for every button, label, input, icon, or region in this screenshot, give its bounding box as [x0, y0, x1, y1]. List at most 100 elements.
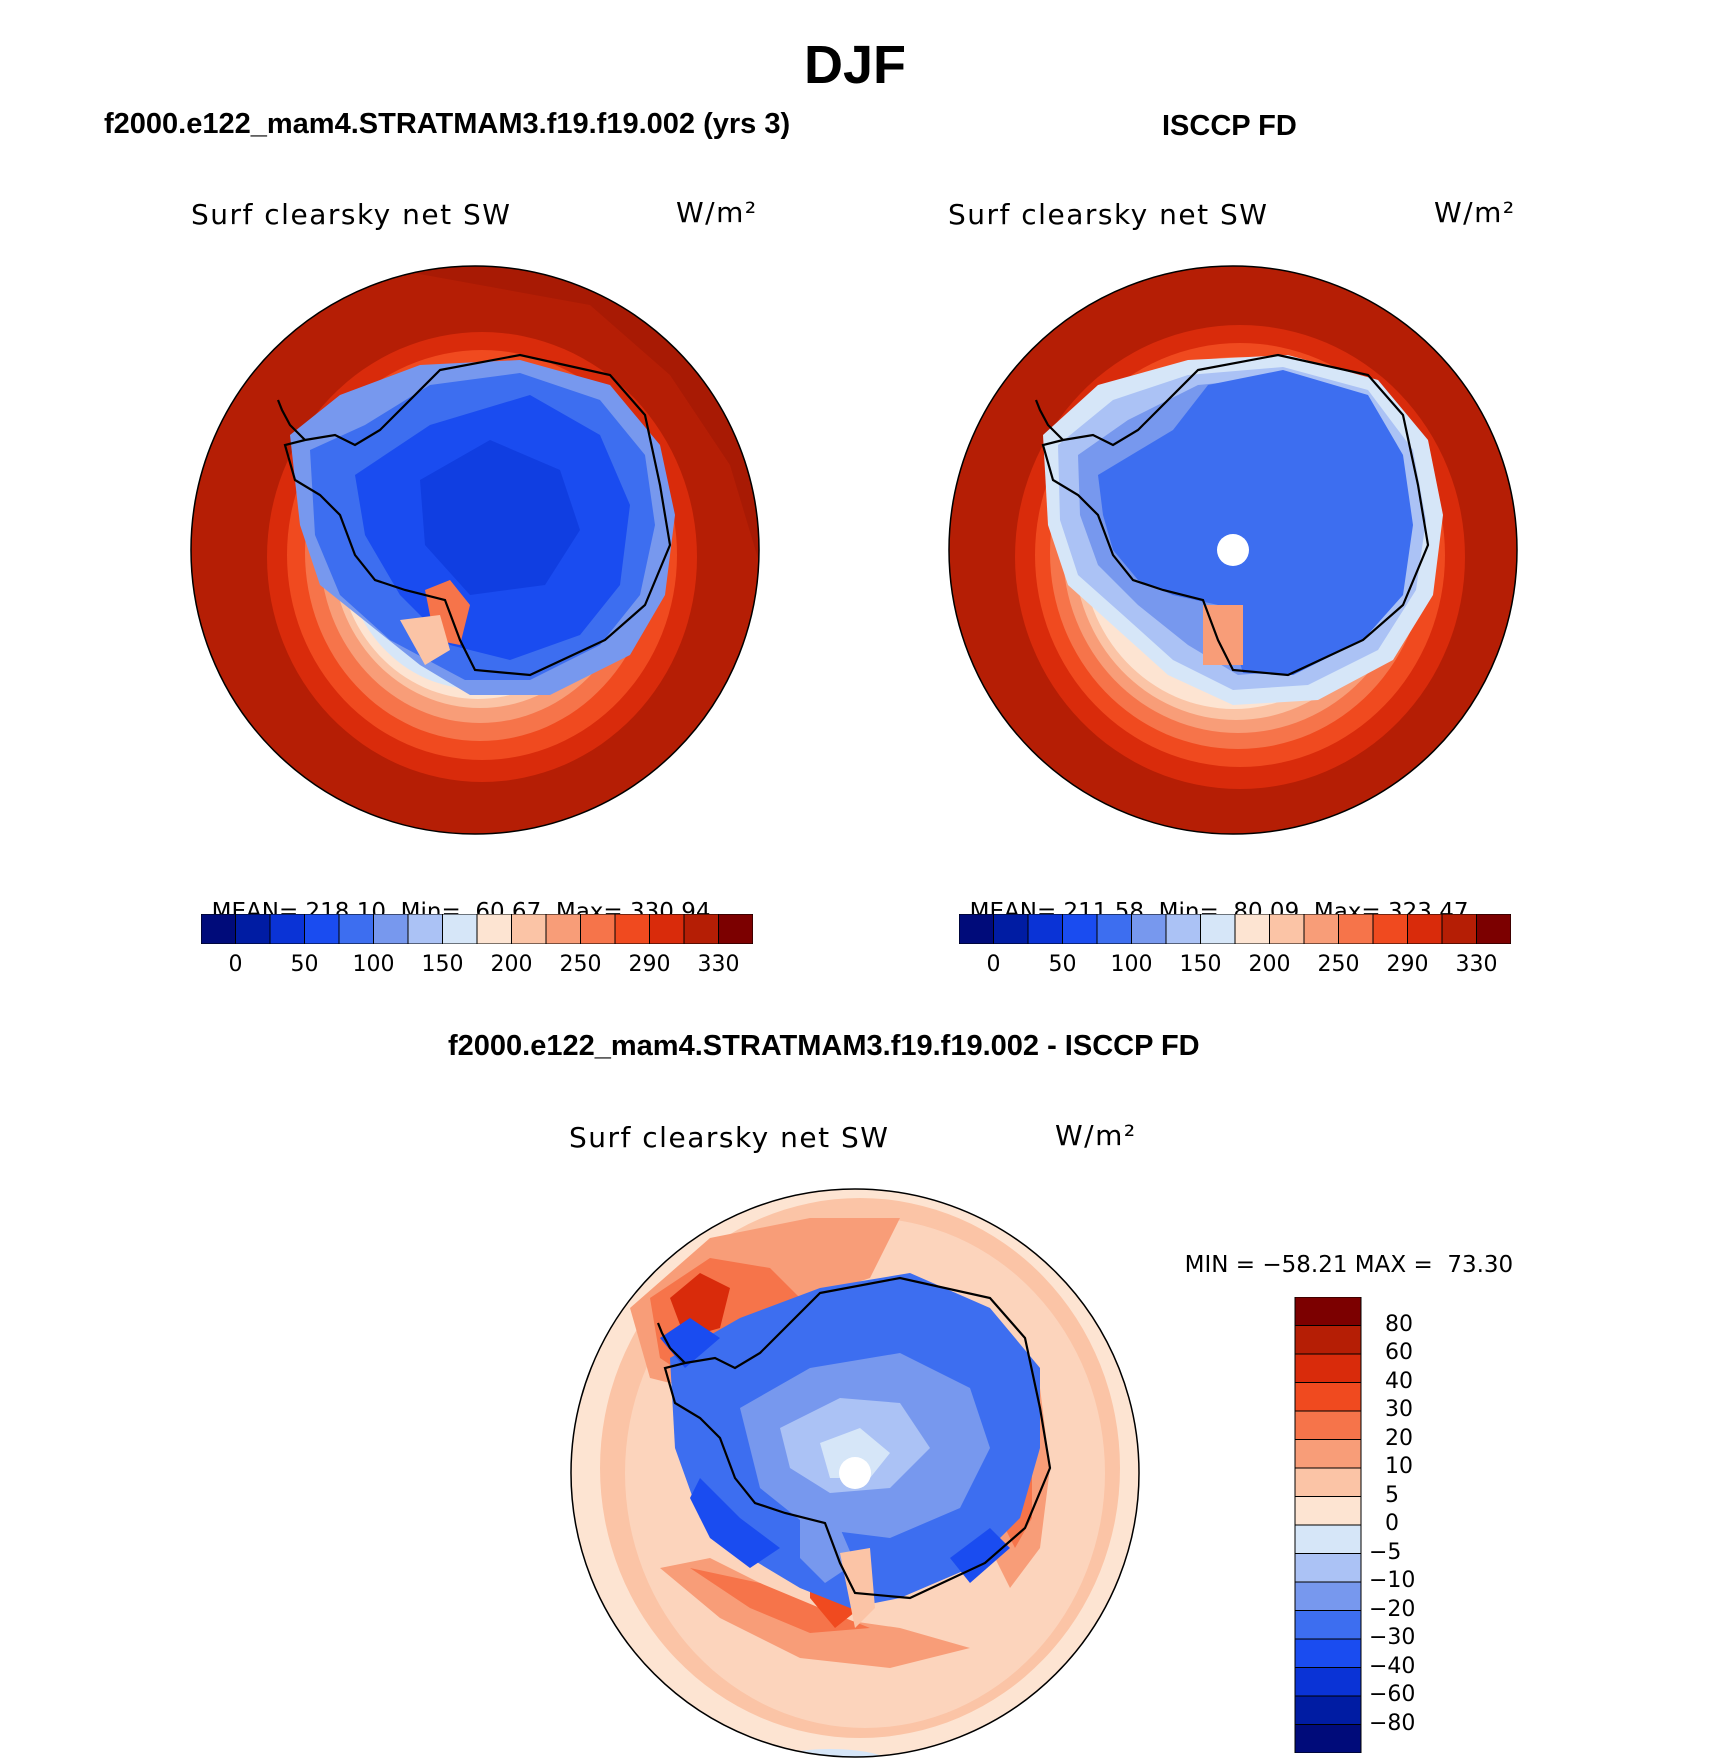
diff-colorbar-tick-label: −10 — [1369, 1568, 1416, 1593]
panel1-colorbar-swatch-3 — [304, 913, 340, 945]
panel1-colorbar-swatch-12 — [614, 913, 650, 945]
diff-colorbar-swatch-14 — [1294, 1695, 1362, 1725]
panel2-variable: Surf clearsky net SW — [948, 198, 1269, 231]
panel1-colorbar-tick-label: 50 — [290, 952, 319, 977]
diff-colorbar-tick-label: 5 — [1385, 1482, 1399, 1508]
diff-max-label: MAX = — [1354, 1252, 1433, 1278]
diff-min: −58.21 — [1262, 1252, 1348, 1278]
diff-colorbar-swatch-6 — [1294, 1467, 1362, 1497]
diff-colorbar-tick-label: 30 — [1385, 1397, 1413, 1422]
panel2-colorbar-swatch-8 — [1234, 913, 1270, 945]
panel2-colorbar-swatch-1 — [993, 913, 1029, 945]
panel1-colorbar — [200, 913, 754, 949]
diff-colorbar-tick-label: −30 — [1369, 1625, 1416, 1650]
panel2-colorbar-swatch-0 — [958, 913, 994, 945]
diff-title: f2000.e122_mam4.STRATMAM3.f19.f19.002 - … — [448, 1030, 1200, 1062]
diff-colorbar-swatch-7 — [1294, 1496, 1362, 1526]
diff-colorbar-swatch-15 — [1294, 1724, 1362, 1754]
diff-colorbar-tick-label: 60 — [1385, 1340, 1413, 1365]
panel2-colorbar-tick-label: 200 — [1248, 952, 1291, 977]
panel2-colorbar-tick-label: 50 — [1048, 952, 1077, 977]
panel1-colorbar-swatch-14 — [683, 913, 719, 945]
panel1-colorbar-swatch-6 — [407, 913, 443, 945]
panel2-colorbar-labels: 0 50 100 150 200 250 290 330 — [959, 952, 1511, 982]
diff-colorbar-tick-label: 40 — [1385, 1368, 1413, 1394]
diff-colorbar-tick-label: −80 — [1369, 1710, 1416, 1736]
panel1-colorbar-swatch-2 — [269, 913, 305, 945]
panel2-colorbar-swatch-3 — [1062, 913, 1098, 945]
diff-colorbar-swatch-2 — [1294, 1353, 1362, 1383]
diff-variable: Surf clearsky net SW — [569, 1121, 890, 1154]
panel1-variable: Surf clearsky net SW — [191, 198, 512, 231]
diff-colorbar-swatch-10 — [1294, 1581, 1362, 1611]
panel2-colorbar-swatch-11 — [1338, 913, 1374, 945]
diff-units: W/m² — [1055, 1119, 1137, 1152]
panel1-colorbar-swatch-5 — [373, 913, 409, 945]
panel1-colorbar-swatch-11 — [580, 913, 616, 945]
diff-colorbar-swatch-13 — [1294, 1667, 1362, 1697]
panel2-colorbar-tick-label: 150 — [1179, 952, 1222, 977]
panel1-colorbar-tick-label: 330 — [697, 952, 740, 977]
panel2-colorbar-swatch-4 — [1096, 913, 1132, 945]
panel1-colorbar-tick-label: 200 — [490, 952, 533, 977]
panel2-colorbar-swatch-14 — [1441, 913, 1477, 945]
panel1-colorbar-swatch-7 — [442, 913, 478, 945]
panel2-colorbar-tick-label: 0 — [986, 952, 1001, 977]
panel1-colorbar-tick-label: 250 — [559, 952, 602, 977]
diff-colorbar-tick-label: −40 — [1369, 1653, 1416, 1679]
diff-colorbar-tick-label: −60 — [1369, 1682, 1416, 1707]
diff-colorbar-swatch-5 — [1294, 1439, 1362, 1469]
panel2-units: W/m² — [1434, 196, 1516, 229]
panel1-units: W/m² — [676, 196, 758, 229]
panel1-colorbar-tick-label: 150 — [421, 952, 464, 977]
panel2-colorbar-swatch-7 — [1200, 913, 1236, 945]
panel1-colorbar-swatch-9 — [511, 913, 547, 945]
diff-colorbar-swatch-4 — [1294, 1410, 1362, 1440]
diff-colorbar-tick-label: 80 — [1385, 1311, 1413, 1337]
diff-colorbar — [1294, 1296, 1362, 1758]
panel2-colorbar-swatch-5 — [1131, 913, 1167, 945]
diff-colorbar-tick-label: 20 — [1385, 1425, 1413, 1451]
panel1-colorbar-tick-label: 0 — [228, 952, 243, 977]
panel1-colorbar-labels: 0 50 100 150 200 250 290 330 — [201, 952, 753, 982]
panel2-colorbar-swatch-15 — [1476, 913, 1512, 945]
panel2-colorbar-swatch-6 — [1165, 913, 1201, 945]
panel1-colorbar-swatch-1 — [235, 913, 271, 945]
panel2-colorbar-swatch-10 — [1303, 913, 1339, 945]
panel2-colorbar-tick-label: 100 — [1110, 952, 1153, 977]
diff-colorbar-swatch-12 — [1294, 1638, 1362, 1668]
panel1-colorbar-swatch-0 — [200, 913, 236, 945]
panel2-colorbar-tick-label: 290 — [1386, 952, 1429, 977]
diff-colorbar-swatch-0 — [1294, 1296, 1362, 1326]
diff-colorbar-tick-label: 10 — [1385, 1454, 1413, 1479]
panel1-colorbar-tick-label: 100 — [352, 952, 395, 977]
diff-colorbar-swatch-3 — [1294, 1382, 1362, 1412]
diff-stats: MIN = −58.21 MAX = 73.30 — [1170, 1226, 1514, 1278]
panel2-colorbar-swatch-13 — [1407, 913, 1443, 945]
panel1-colorbar-swatch-4 — [338, 913, 374, 945]
diff-colorbar-swatch-9 — [1294, 1553, 1362, 1583]
panel1-colorbar-swatches — [200, 913, 754, 945]
panel2-colorbar-swatch-12 — [1372, 913, 1408, 945]
diff-min-label: MIN = — [1184, 1252, 1256, 1278]
panel1-title: f2000.e122_mam4.STRATMAM3.f19.f19.002 (y… — [104, 108, 791, 140]
panel1-colorbar-swatch-13 — [649, 913, 685, 945]
diff-colorbar-tick-label: 0 — [1385, 1511, 1399, 1536]
main-title: DJF — [803, 35, 906, 95]
panel2-colorbar-swatches — [958, 913, 1512, 945]
panel2-colorbar — [958, 913, 1512, 949]
panel2-colorbar-tick-label: 330 — [1455, 952, 1498, 977]
panel2-colorbar-tick-label: 250 — [1317, 952, 1360, 977]
diff-colorbar-swatch-8 — [1294, 1524, 1362, 1554]
diff-polar-map — [570, 1188, 1140, 1758]
panel1-polar-map — [190, 265, 760, 835]
panel1-colorbar-swatch-8 — [476, 913, 512, 945]
diff-colorbar-swatches — [1294, 1296, 1362, 1754]
panel2-title: ISCCP FD — [1162, 110, 1297, 142]
diff-colorbar-swatch-1 — [1294, 1325, 1362, 1355]
panel1-colorbar-swatch-15 — [718, 913, 754, 945]
panel1-colorbar-tick-label: 290 — [628, 952, 671, 977]
panel2-polar-map — [948, 265, 1518, 835]
panel2-colorbar-swatch-2 — [1027, 913, 1063, 945]
diff-colorbar-tick-label: −5 — [1369, 1539, 1402, 1565]
